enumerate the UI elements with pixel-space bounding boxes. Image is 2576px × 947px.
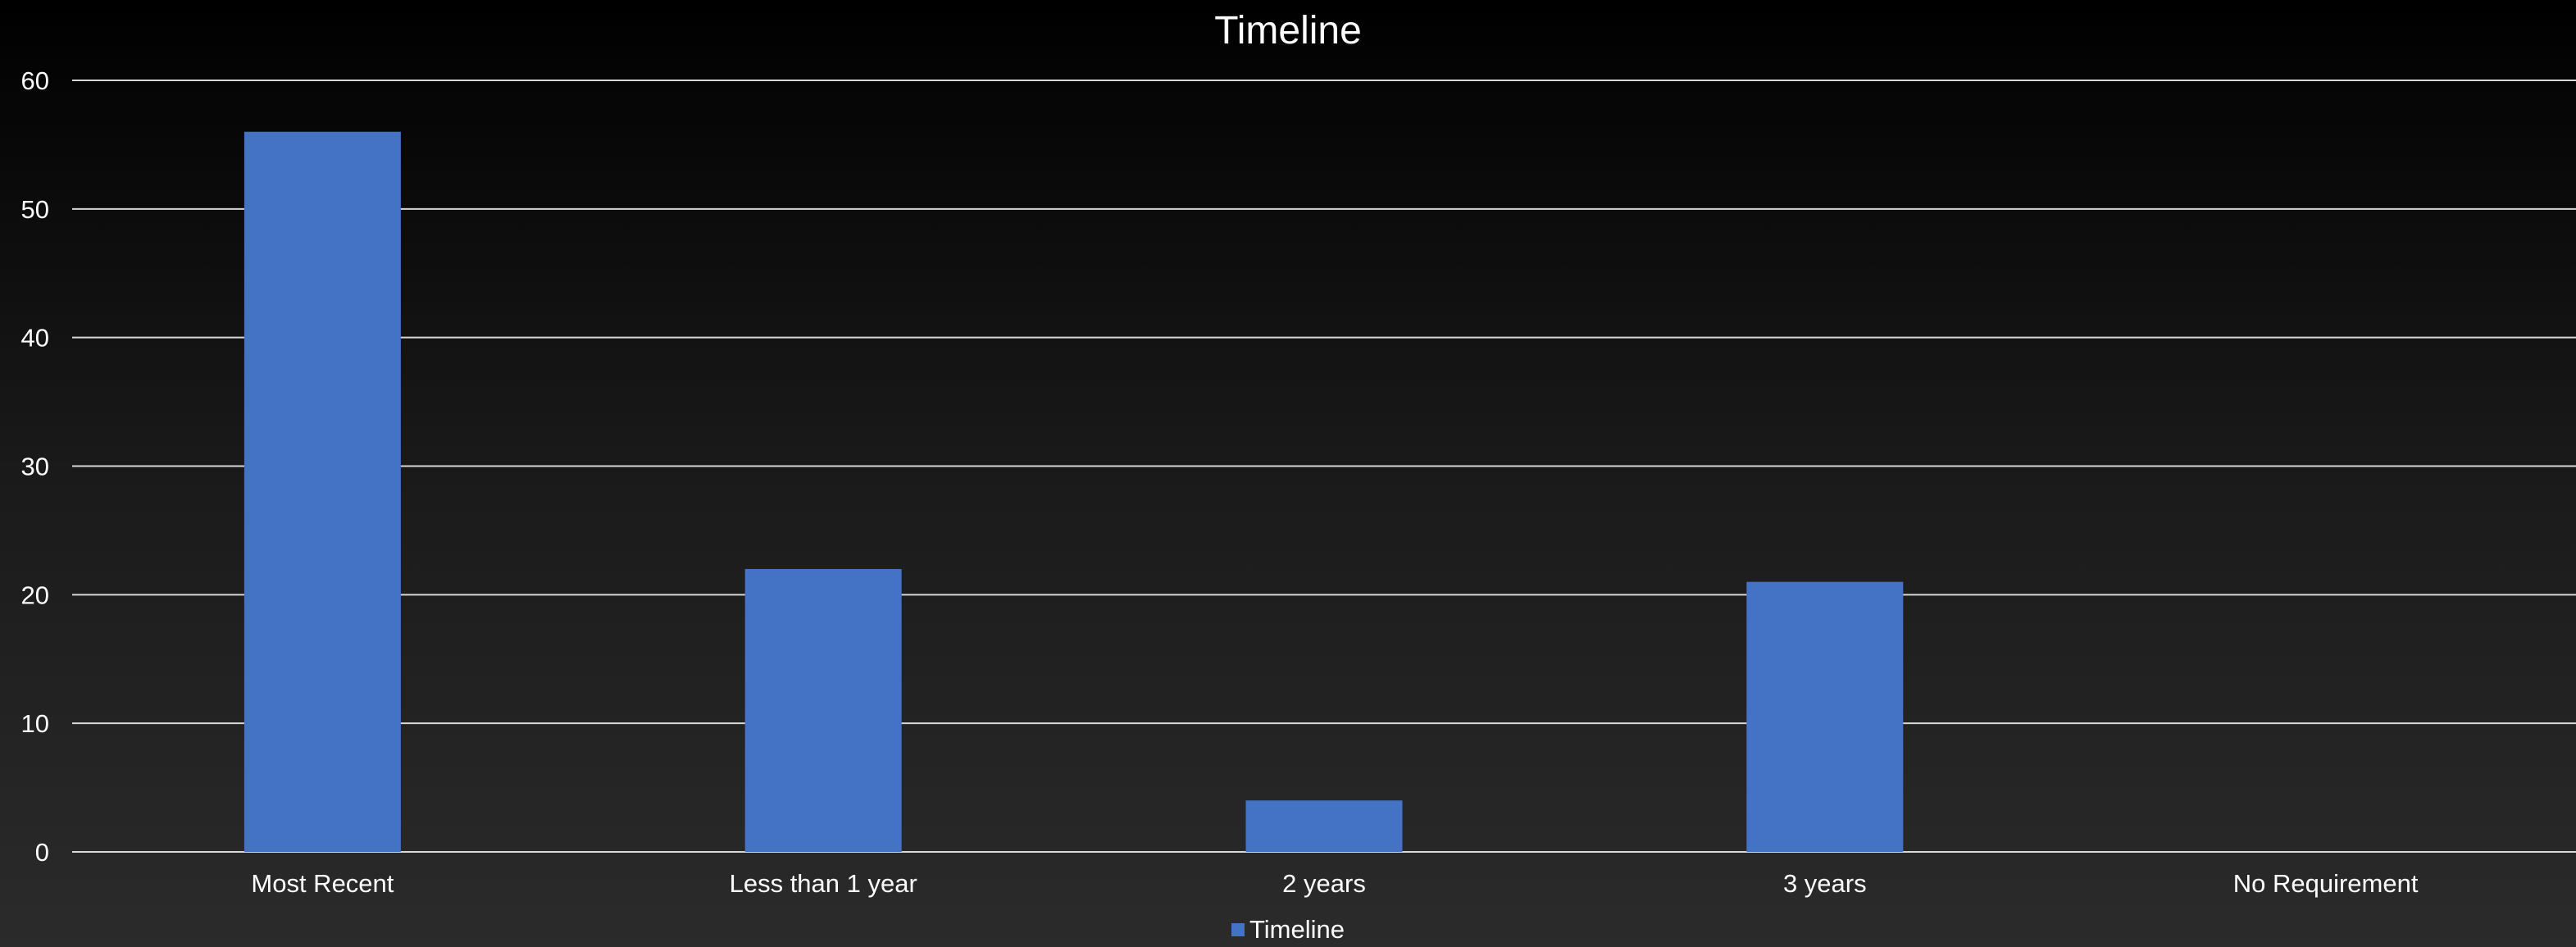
y-tick-label: 20	[21, 580, 49, 609]
legend: Timeline	[0, 915, 2576, 945]
x-tick-label: No Requirement	[2233, 869, 2419, 898]
bar	[1746, 581, 1904, 852]
chart-title: Timeline	[1214, 9, 1362, 52]
y-tick-label: 40	[21, 324, 49, 353]
y-tick-label: 10	[21, 709, 49, 738]
y-tick-label: 50	[21, 195, 49, 224]
y-tick-label: 60	[21, 66, 49, 95]
x-tick-label: 3 years	[1783, 869, 1867, 898]
bar	[1245, 800, 1403, 852]
x-tick-label: Less than 1 year	[730, 869, 917, 898]
bar	[744, 568, 902, 852]
y-tick-label: 0	[35, 838, 49, 867]
legend-swatch	[1231, 923, 1245, 936]
bar	[243, 131, 401, 852]
x-tick-label: Most Recent	[251, 869, 394, 898]
y-tick-label: 30	[21, 453, 49, 481]
legend-label: Timeline	[1249, 915, 1345, 944]
x-tick-label: 2 years	[1282, 869, 1366, 898]
